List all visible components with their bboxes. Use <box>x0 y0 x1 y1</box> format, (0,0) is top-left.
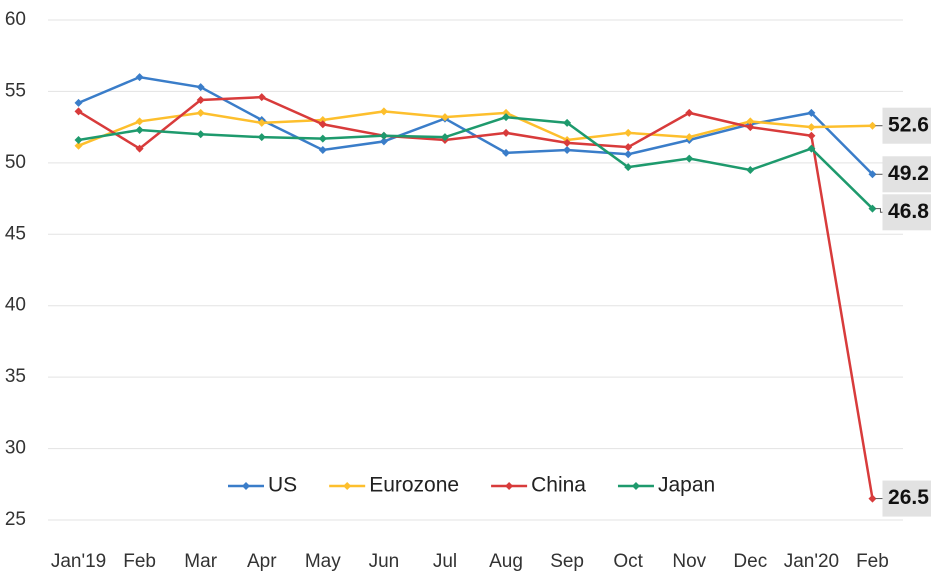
y-tick-label: 35 <box>5 366 26 387</box>
legend-marker <box>505 482 514 490</box>
legend-label: China <box>531 474 586 497</box>
x-tick-label: Nov <box>672 551 706 572</box>
point <box>685 154 694 163</box>
y-tick-label: 30 <box>5 438 26 459</box>
x-tick-label: Aug <box>489 551 523 572</box>
point <box>624 163 633 172</box>
point <box>318 116 327 124</box>
point <box>624 150 633 159</box>
point <box>74 141 83 150</box>
data-label: 26.5 <box>888 486 929 509</box>
point <box>746 123 755 132</box>
point <box>563 138 572 147</box>
point <box>563 118 572 127</box>
x-tick-label: Feb <box>856 551 889 572</box>
point <box>135 144 144 153</box>
point <box>257 133 266 142</box>
legend-label: Japan <box>658 474 715 497</box>
point <box>379 131 388 140</box>
point <box>440 133 449 142</box>
label-box <box>882 480 931 517</box>
y-tick-label: 45 <box>5 223 26 244</box>
data-label: 49.2 <box>888 162 929 185</box>
point <box>196 96 205 104</box>
point <box>257 118 266 127</box>
point <box>135 126 144 134</box>
data-label: 46.8 <box>888 200 929 223</box>
x-tick-label: Jul <box>433 551 457 572</box>
point <box>807 144 816 153</box>
x-tick-label: Jun <box>369 551 400 572</box>
series-line <box>77 95 874 499</box>
point <box>135 73 144 82</box>
point <box>196 108 205 117</box>
point <box>868 204 877 213</box>
point <box>685 108 694 117</box>
point <box>868 494 877 503</box>
legend-marker <box>242 482 250 490</box>
point <box>318 120 327 129</box>
label-box <box>882 156 931 193</box>
y-tick-label: 40 <box>5 295 26 316</box>
point <box>502 113 511 122</box>
y-tick-label: 60 <box>5 9 26 30</box>
label-leader <box>875 208 885 213</box>
point <box>807 123 816 132</box>
point <box>807 131 816 140</box>
point <box>196 130 205 139</box>
y-tick-label: 50 <box>5 152 26 173</box>
legend-label: US <box>268 474 297 497</box>
point <box>624 143 633 152</box>
x-tick-label: Dec <box>733 551 767 572</box>
label-box <box>882 194 931 231</box>
point <box>807 108 816 117</box>
point <box>563 146 572 154</box>
series-line <box>78 115 874 210</box>
x-tick-label: Jan'20 <box>784 551 839 572</box>
point <box>868 170 877 179</box>
point <box>257 93 266 102</box>
point <box>624 128 633 137</box>
point <box>746 166 755 174</box>
x-tick-label: May <box>305 551 341 572</box>
point <box>74 98 83 107</box>
legend-marker <box>343 482 352 490</box>
label-box <box>882 107 931 144</box>
point <box>868 121 877 130</box>
x-tick-label: Sep <box>550 551 584 572</box>
point <box>502 128 511 137</box>
point <box>502 148 511 157</box>
data-label: 52.6 <box>888 113 929 136</box>
point <box>379 137 388 146</box>
point <box>685 133 694 142</box>
point <box>318 146 327 154</box>
point <box>318 134 327 143</box>
point <box>746 117 755 126</box>
point <box>502 108 511 117</box>
x-tick-label: Mar <box>184 551 217 572</box>
x-tick-label: Feb <box>123 551 156 572</box>
x-tick-label: Oct <box>613 551 643 572</box>
legend-label: Eurozone <box>369 474 459 497</box>
point <box>196 83 205 92</box>
x-tick-label: Apr <box>247 551 277 572</box>
point <box>379 107 388 116</box>
y-tick-label: 25 <box>5 509 26 530</box>
point <box>74 107 83 116</box>
point <box>135 117 144 126</box>
y-tick-label: 55 <box>5 80 26 101</box>
x-tick-label: Jan'19 <box>51 551 106 572</box>
point <box>74 136 83 144</box>
legend-marker <box>631 482 640 490</box>
point <box>440 113 449 122</box>
